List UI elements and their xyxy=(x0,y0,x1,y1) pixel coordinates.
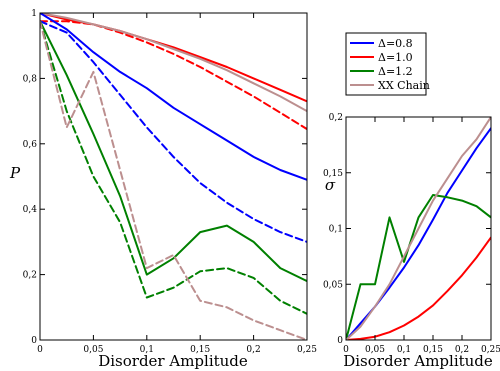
plot-frame xyxy=(39,12,308,341)
y-tick-label: 0,4 xyxy=(23,205,38,215)
series-line-0 xyxy=(40,13,307,103)
x-tick-label: 0,2 xyxy=(455,345,469,355)
series-line-1 xyxy=(346,236,491,340)
legend-label: Δ=1.0 xyxy=(378,51,413,64)
x-tick-label: 0,15 xyxy=(190,345,210,355)
y-tick-label: 0,2 xyxy=(329,113,343,123)
y-tick-label: 0,2 xyxy=(23,271,37,281)
x-tick-label: 0 xyxy=(37,345,43,355)
y-tick-label: 0,05 xyxy=(323,280,343,290)
series-line-3 xyxy=(40,13,307,181)
legend-label: XX Chain xyxy=(378,79,430,92)
legend-label: Δ=0.8 xyxy=(378,37,413,50)
y-tick-label: 0,1 xyxy=(329,225,343,235)
left-plot: 0 0,05 0,1 0,15 0,2 0,25 0 0,2 0,4 0,6 0,8 1 Disorde… xyxy=(9,9,317,370)
x-axis-label: Disorder Amplitude xyxy=(98,352,248,370)
x-tick-label: 0,25 xyxy=(481,345,500,355)
y-axis-label: σ xyxy=(325,176,336,194)
y-tick-label: 0,6 xyxy=(23,140,38,150)
series-line-2 xyxy=(40,13,307,113)
y-tick-label: 0,15 xyxy=(323,169,343,179)
y-axis-label: P xyxy=(9,164,21,182)
x-axis-label: Disorder Amplitude xyxy=(343,352,493,370)
x-tick-label: 0,25 xyxy=(297,345,317,355)
x-tick-label: 0,1 xyxy=(397,345,411,355)
y-tick-label: 0,8 xyxy=(23,74,38,84)
series-line-1 xyxy=(40,20,307,131)
series-line-0 xyxy=(346,127,491,340)
y-tick-label: 0 xyxy=(337,336,343,346)
x-tick-label: 0,05 xyxy=(83,345,103,355)
x-tick-label: 0,2 xyxy=(246,345,260,355)
series-line-3 xyxy=(346,117,491,340)
series-line-7 xyxy=(40,20,307,340)
right-plot: 0 0,05 0,1 0,15 0,2 0,2500,050,10,150,2Disord… xyxy=(323,113,500,370)
series-line-6 xyxy=(40,20,307,315)
legend: Δ=0.8Δ=1.0Δ=1.2XX Chain xyxy=(345,32,430,96)
x-tick-label: 0,15 xyxy=(423,345,443,355)
y-tick-label: 0 xyxy=(31,336,37,346)
x-tick-label: 0,1 xyxy=(140,345,154,355)
legend-label: Δ=1.2 xyxy=(378,65,413,78)
series-line-5 xyxy=(40,20,307,283)
x-tick-label: 0,05 xyxy=(365,345,385,355)
x-tick-label: 0 xyxy=(343,345,349,355)
y-tick-label: 1 xyxy=(31,9,37,19)
series-line-2 xyxy=(346,194,491,340)
series-line-4 xyxy=(40,20,307,243)
